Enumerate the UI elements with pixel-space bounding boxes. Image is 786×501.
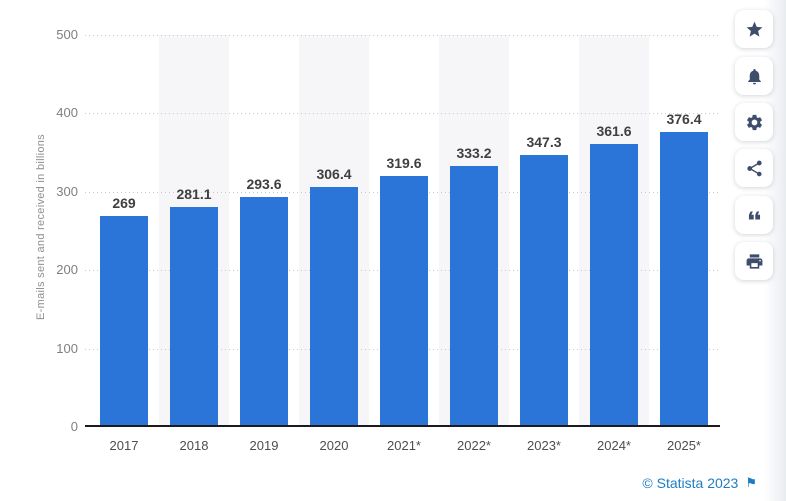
gridline: [85, 113, 720, 115]
x-tick-label: 2017: [109, 438, 139, 453]
action-toolbar: [720, 0, 786, 501]
y-tick-label: 0: [70, 419, 78, 434]
x-tick-label: 2024*: [597, 438, 631, 453]
bar: [380, 176, 428, 425]
y-axis-title: E-mails sent and received in billions: [35, 134, 47, 320]
bell-icon: [747, 68, 761, 84]
quote-icon: [748, 211, 760, 219]
x-tick-label: 2021*: [387, 438, 421, 453]
bar: [240, 196, 288, 425]
y-tick-label: 200: [56, 262, 78, 278]
flag-icon: ⚑: [745, 475, 757, 490]
gridline: [85, 35, 720, 36]
y-tick-label: 400: [56, 105, 78, 121]
print-button[interactable]: [735, 242, 773, 280]
gear-icon: [746, 114, 762, 130]
bar-value-label: 306.4: [316, 165, 352, 182]
bar-value-label: 347.3: [526, 133, 562, 150]
notifications-button[interactable]: [735, 57, 773, 95]
star-icon: [746, 21, 762, 37]
bar-value-label: 333.2: [456, 144, 492, 161]
bar: [590, 143, 638, 425]
share-button[interactable]: [735, 149, 773, 187]
y-tick-label: 300: [56, 183, 78, 199]
bar: [100, 216, 148, 425]
bar: [450, 165, 498, 425]
favorite-button[interactable]: [735, 10, 773, 48]
x-tick-label: 2020: [319, 438, 349, 453]
attribution-text[interactable]: © Statista 2023: [642, 475, 739, 491]
bar-value-label: 293.6: [246, 175, 282, 192]
bar: [660, 131, 708, 425]
bar: [310, 186, 358, 425]
y-tick-label: 100: [56, 340, 78, 356]
bar-value-label: 269: [112, 195, 136, 212]
x-tick-label: 2025*: [667, 438, 701, 453]
x-tick-label: 2023*: [527, 438, 561, 453]
bar-value-label: 361.6: [596, 122, 632, 139]
share-icon: [746, 160, 762, 176]
bar-value-label: 319.6: [386, 155, 422, 172]
x-tick-label: 2022*: [457, 438, 491, 453]
bar-value-label: 281.1: [176, 185, 212, 202]
x-tick-label: 2018: [179, 438, 209, 453]
attribution-link[interactable]: © Statista 2023 ⚑: [642, 475, 757, 491]
bar: [170, 206, 218, 425]
plot-area: 269 281.1 293.6 306.4 319.6 333.2 347.3 361.6 37…: [85, 35, 720, 427]
bar-value-label: 376.4: [666, 110, 702, 127]
cite-button[interactable]: [735, 196, 773, 234]
bar: [520, 154, 568, 425]
printer-icon: [746, 253, 762, 269]
y-tick-label: 500: [56, 27, 78, 42]
x-axis-line: [85, 425, 720, 427]
x-tick-label: 2019: [249, 438, 279, 453]
settings-button[interactable]: [735, 103, 773, 141]
